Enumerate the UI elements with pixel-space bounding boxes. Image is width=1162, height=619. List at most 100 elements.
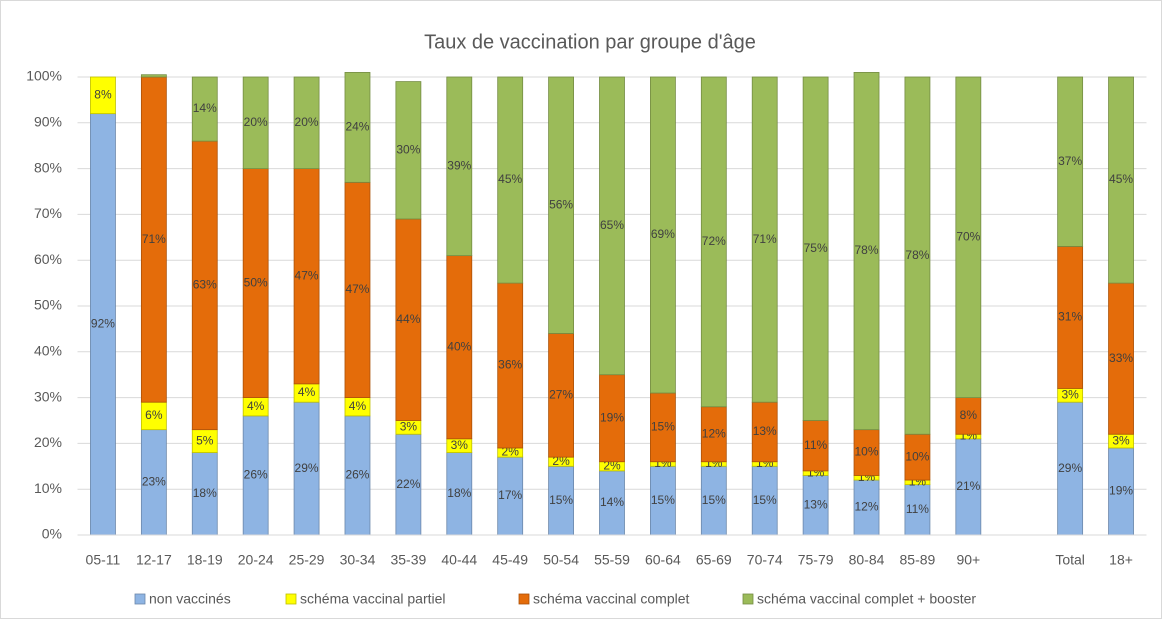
x-tick-label: 12-17 — [136, 552, 172, 568]
bar-segment — [191, 140, 218, 431]
data-label: 19% — [1109, 484, 1133, 498]
bar-segment — [395, 218, 422, 421]
data-label: 18% — [193, 486, 217, 500]
legend-swatch — [285, 593, 297, 605]
bar-segment — [140, 74, 167, 78]
y-tick-label: 0% — [42, 526, 62, 542]
y-tick-label: 90% — [34, 114, 62, 130]
data-label: 36% — [498, 358, 522, 372]
x-tick-label: 90+ — [956, 552, 980, 568]
legend-swatch — [742, 593, 754, 605]
data-label: 12% — [702, 426, 726, 440]
data-label: 11% — [804, 438, 827, 452]
data-label: 3% — [1112, 433, 1130, 447]
data-label: 24% — [345, 120, 369, 134]
bar-segment — [548, 465, 574, 536]
x-tick-label: 70-74 — [747, 552, 783, 568]
bar-segment — [140, 401, 167, 431]
data-label: 40% — [447, 339, 471, 353]
data-label: 4% — [298, 385, 316, 399]
x-tick-label: 05-11 — [86, 552, 121, 568]
legend-label: schéma vaccinal complet + booster — [757, 591, 976, 607]
data-label: 6% — [145, 408, 163, 422]
bar-segment — [140, 429, 167, 536]
y-tick-label: 40% — [34, 343, 62, 359]
data-label: 19% — [600, 410, 624, 424]
data-label: 20% — [295, 115, 319, 129]
data-label: 14% — [600, 495, 624, 509]
bar-segment — [700, 406, 727, 463]
data-label: 3% — [1061, 387, 1079, 401]
x-tick-label: 20-24 — [238, 552, 274, 568]
data-label: 39% — [447, 158, 471, 172]
data-label: 47% — [345, 282, 369, 296]
data-label: 92% — [91, 316, 115, 330]
data-label: 56% — [549, 197, 573, 211]
data-label: 8% — [94, 87, 112, 101]
bar-segment — [955, 76, 982, 399]
bar-segment — [191, 76, 218, 142]
x-tick-label: 85-89 — [900, 552, 936, 568]
data-label: 26% — [244, 468, 268, 482]
data-label: 18% — [447, 486, 471, 500]
data-label: 20% — [244, 115, 268, 129]
data-label: 27% — [549, 387, 573, 401]
data-label: 4% — [349, 399, 367, 413]
bar-segment — [140, 76, 167, 403]
data-label: 21% — [956, 479, 980, 493]
data-label: 4% — [247, 399, 265, 413]
bar-segment — [802, 475, 829, 536]
data-label: 70% — [956, 229, 980, 243]
bar-segment — [1108, 76, 1134, 284]
bar-segment — [853, 72, 880, 431]
y-tick-label: 60% — [34, 251, 62, 267]
bar-segment — [751, 76, 778, 403]
bar-segment — [395, 81, 422, 220]
bar-segment — [802, 420, 829, 472]
y-tick-label: 10% — [34, 480, 62, 496]
data-label: 37% — [1058, 154, 1082, 168]
chart-title: Taux de vaccination par groupe d'âge — [424, 31, 756, 53]
data-label: 26% — [345, 468, 369, 482]
bar-segment — [904, 76, 931, 435]
bar-segment — [242, 415, 269, 536]
data-label: 22% — [396, 477, 420, 491]
data-label: 72% — [702, 234, 726, 248]
bar-segment — [548, 76, 574, 334]
x-tick-label: 50-54 — [543, 552, 579, 568]
bar-segment — [904, 484, 931, 536]
legend-label: non vaccinés — [149, 591, 231, 607]
data-label: 69% — [651, 227, 675, 241]
bar-segment — [700, 76, 727, 408]
data-label: 15% — [702, 493, 726, 507]
x-tick-label: 18-19 — [187, 552, 223, 568]
y-tick-label: 70% — [34, 205, 62, 221]
bar-segment — [344, 415, 371, 536]
bar-segment — [599, 76, 625, 376]
bar-segment — [1108, 282, 1134, 435]
data-label: 78% — [905, 248, 929, 262]
y-tick-label: 50% — [34, 297, 62, 313]
legend-swatch — [518, 593, 530, 605]
data-label: 15% — [753, 493, 777, 507]
x-tick-label: Total — [1055, 552, 1085, 568]
x-tick-label: 25-29 — [289, 552, 325, 568]
data-label: 30% — [396, 142, 420, 156]
bar-segment — [1057, 246, 1084, 389]
bar-segment — [293, 168, 320, 385]
legend-swatch — [134, 593, 146, 605]
data-label: 65% — [600, 218, 624, 232]
bar-segment — [853, 429, 880, 476]
data-label: 29% — [1058, 461, 1082, 475]
data-label: 31% — [1058, 310, 1082, 324]
x-tick-label: 60-64 — [645, 552, 681, 568]
data-label: 15% — [651, 493, 675, 507]
x-tick-label: 40-44 — [441, 552, 477, 568]
data-label: 45% — [1109, 172, 1133, 186]
bar-segment — [293, 401, 320, 536]
data-label: 50% — [244, 275, 268, 289]
data-label: 71% — [753, 232, 777, 246]
data-label: 17% — [498, 488, 522, 502]
x-tick-label: 18+ — [1109, 552, 1133, 568]
